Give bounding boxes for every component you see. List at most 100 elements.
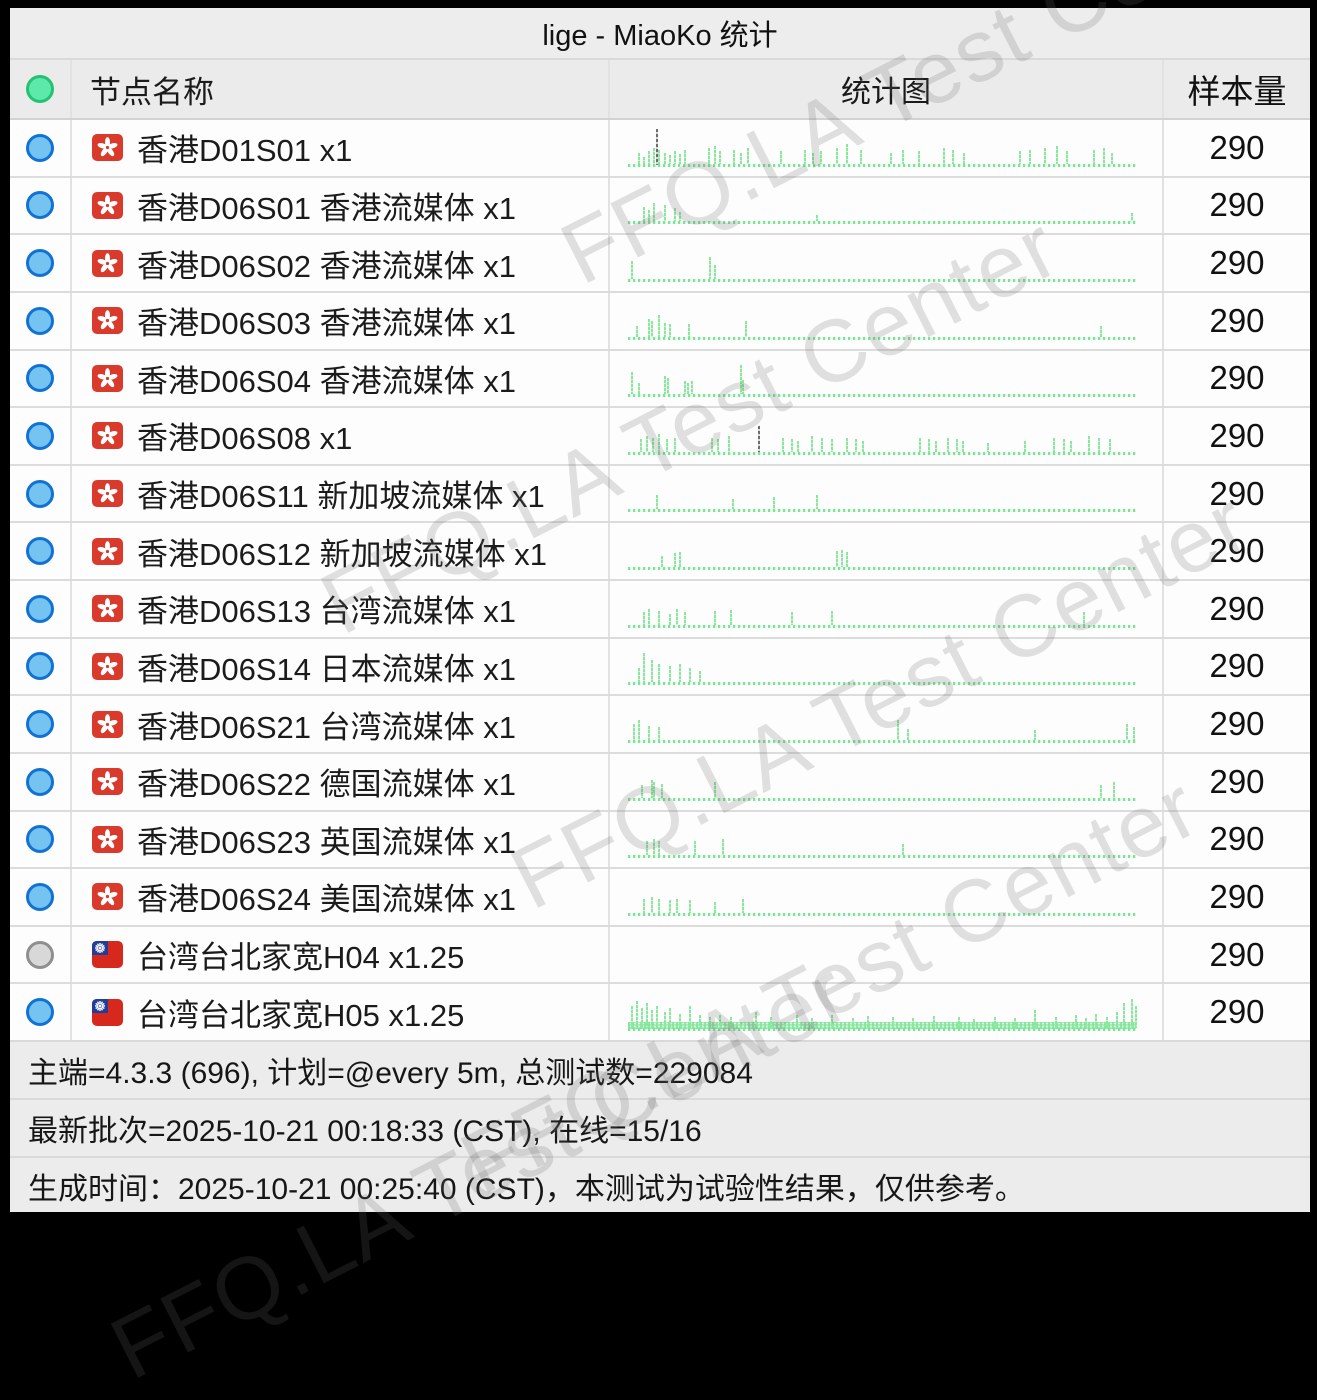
sample-count: 290	[1209, 647, 1265, 685]
sample-cell: 290	[1164, 293, 1310, 349]
sparkline-chart	[628, 300, 1136, 340]
status-dot	[26, 191, 54, 220]
sparkline-chart	[628, 876, 1136, 916]
status-dot-legend	[26, 75, 54, 103]
node-name: 香港D01S01 x1	[137, 133, 353, 169]
sparkline-chart	[628, 357, 1136, 398]
sample-count: 290	[1209, 820, 1265, 858]
chart-cell	[610, 926, 1164, 983]
flag-icon-hk	[92, 883, 123, 911]
sparkline-chart	[628, 472, 1136, 513]
table-header-row: 节点名称 统计图 样本量	[10, 60, 1310, 120]
footer-line-master: 主端=4.3.3 (696), 计划=@every 5m, 总测试数=22908…	[10, 1040, 1310, 1098]
flag-icon-tw	[92, 941, 123, 969]
status-dot	[26, 306, 54, 335]
sample-cell: 290	[1164, 235, 1310, 291]
name-cell: 香港D06S03 香港流媒体 x1	[72, 292, 610, 349]
status-dot	[26, 421, 54, 450]
node-name: 香港D06S12 新加坡流媒体 x1	[137, 536, 547, 572]
node-name: 香港D06S21 台湾流媒体 x1	[137, 709, 516, 745]
flag-icon-hk	[92, 652, 123, 680]
table-row: 香港D06S23 英国流媒体 x1 290	[10, 811, 1310, 870]
name-cell: 香港D06S04 香港流媒体 x1	[72, 350, 610, 407]
footer-batch-text: 最新批次=2025-10-21 00:18:33 (CST), 在线=15/16	[28, 1115, 702, 1148]
node-name: 香港D06S14 日本流媒体 x1	[137, 651, 516, 687]
chart-cell	[610, 177, 1164, 234]
sparkline-chart	[628, 242, 1136, 282]
sample-cell: 290	[1164, 466, 1310, 522]
chart-cell	[610, 581, 1164, 637]
flag-icon-hk	[92, 364, 123, 392]
column-header-node-name: 节点名称	[90, 74, 214, 110]
node-name: 台湾台北家宽H04 x1.25	[137, 940, 465, 976]
name-cell: 香港D06S12 新加坡流媒体 x1	[72, 523, 610, 579]
status-dot	[26, 825, 54, 854]
sample-count: 290	[1209, 935, 1265, 973]
status-cell	[10, 811, 72, 868]
sample-cell: 290	[1164, 120, 1310, 176]
status-cell	[10, 465, 72, 522]
chart-cell	[610, 811, 1164, 868]
status-dot	[26, 940, 54, 969]
name-cell: 香港D06S01 香港流媒体 x1	[72, 177, 610, 234]
name-cell: 香港D06S22 德国流媒体 x1	[72, 753, 610, 810]
status-dot	[26, 594, 54, 623]
status-dot	[26, 364, 54, 393]
status-cell	[10, 292, 72, 349]
name-cell: 香港D06S13 台湾流媒体 x1	[72, 581, 610, 637]
chart-cell	[610, 292, 1164, 349]
table-row: 香港D06S22 德国流媒体 x1 290	[10, 753, 1310, 812]
sample-cell: 290	[1164, 754, 1310, 810]
sample-count: 290	[1209, 359, 1265, 397]
table-row: 香港D06S04 香港流媒体 x1 290	[10, 350, 1310, 409]
sample-cell: 290	[1164, 696, 1310, 752]
table-row: 香港D06S01 香港流媒体 x1 290	[10, 177, 1310, 236]
status-cell	[10, 408, 72, 464]
status-dot	[26, 652, 54, 681]
sample-count: 290	[1209, 589, 1265, 627]
flag-icon-hk	[92, 480, 123, 508]
sample-count: 290	[1209, 244, 1265, 282]
name-cell: 香港D06S08 x1	[72, 408, 610, 464]
table-row: 香港D06S13 台湾流媒体 x1 290	[10, 581, 1310, 639]
table-row: 香港D06S14 日本流媒体 x1 290	[10, 638, 1310, 697]
name-cell: 香港D06S24 美国流媒体 x1	[72, 869, 610, 925]
column-header-sample-count: 样本量	[1187, 73, 1287, 110]
chart-cell	[610, 696, 1164, 752]
sparkline-chart	[628, 703, 1136, 743]
table-row: 香港D06S11 新加坡流媒体 x1 290	[10, 465, 1310, 524]
node-name: 香港D06S23 英国流媒体 x1	[137, 824, 516, 860]
table-body: 香港D01S01 x1 290 香港D06S01 香港流媒体 x1 290 香港…	[10, 120, 1310, 1040]
table-row: 香港D06S02 香港流媒体 x1 290	[10, 235, 1310, 293]
status-cell	[10, 926, 72, 983]
node-name: 香港D06S02 香港流媒体 x1	[137, 248, 516, 284]
name-cell: 香港D06S14 日本流媒体 x1	[72, 638, 610, 695]
sparkline-chart	[628, 588, 1136, 628]
status-cell	[10, 523, 72, 579]
sample-cell: 290	[1164, 984, 1310, 1040]
status-cell	[10, 235, 72, 291]
sparkline-chart	[628, 184, 1136, 225]
name-cell: 台湾台北家宽H04 x1.25	[72, 926, 610, 983]
node-name: 台湾台北家宽H05 x1.25	[137, 997, 465, 1033]
sparkline-chart	[628, 761, 1136, 801]
sparkline-chart	[628, 645, 1136, 686]
flag-icon-hk	[92, 191, 123, 219]
header-status-cell	[10, 60, 72, 118]
table-row: 香港D06S24 美国流媒体 x1 290	[10, 869, 1310, 927]
flag-icon-tw	[92, 998, 123, 1026]
status-dot	[26, 882, 54, 911]
sample-count: 290	[1209, 416, 1265, 454]
node-name: 香港D06S13 台湾流媒体 x1	[137, 594, 516, 630]
header-name-cell: 节点名称	[72, 60, 610, 118]
chart-cell	[610, 235, 1164, 291]
status-dot	[26, 537, 54, 566]
sample-cell: 290	[1164, 178, 1310, 234]
chart-cell	[610, 523, 1164, 579]
table-row: 香港D06S03 香港流媒体 x1 290	[10, 292, 1310, 351]
sparkline-chart	[628, 991, 1137, 1031]
chart-cell	[610, 465, 1164, 522]
status-cell	[10, 696, 72, 752]
flag-icon-hk	[92, 307, 123, 335]
sample-cell: 290	[1164, 869, 1310, 925]
